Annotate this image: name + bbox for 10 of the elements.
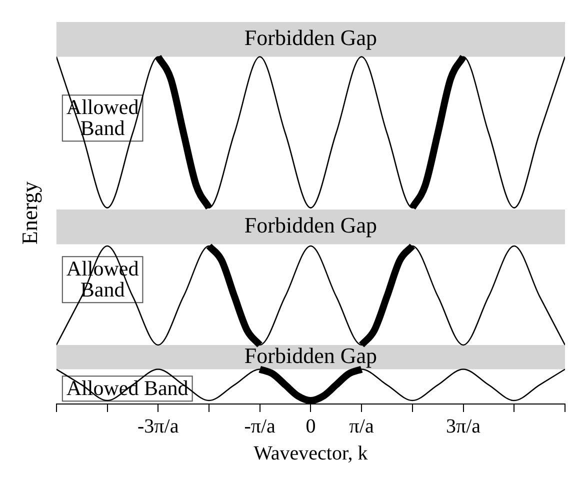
band-label: Forbidden Gap [244,25,377,50]
x-tick-label: 3π/a [446,415,481,438]
x-tick-label: 0 [306,415,316,438]
y-axis-title: Energy [16,181,42,245]
x-tick-label: π/a [349,415,374,438]
x-tick-label: -π/a [244,415,276,438]
x-axis-title: Wavevector, k [254,442,368,464]
band-label: Forbidden Gap [244,342,377,368]
x-tick-label: -3π/a [138,415,179,438]
band-label: Forbidden Gap [244,212,377,238]
